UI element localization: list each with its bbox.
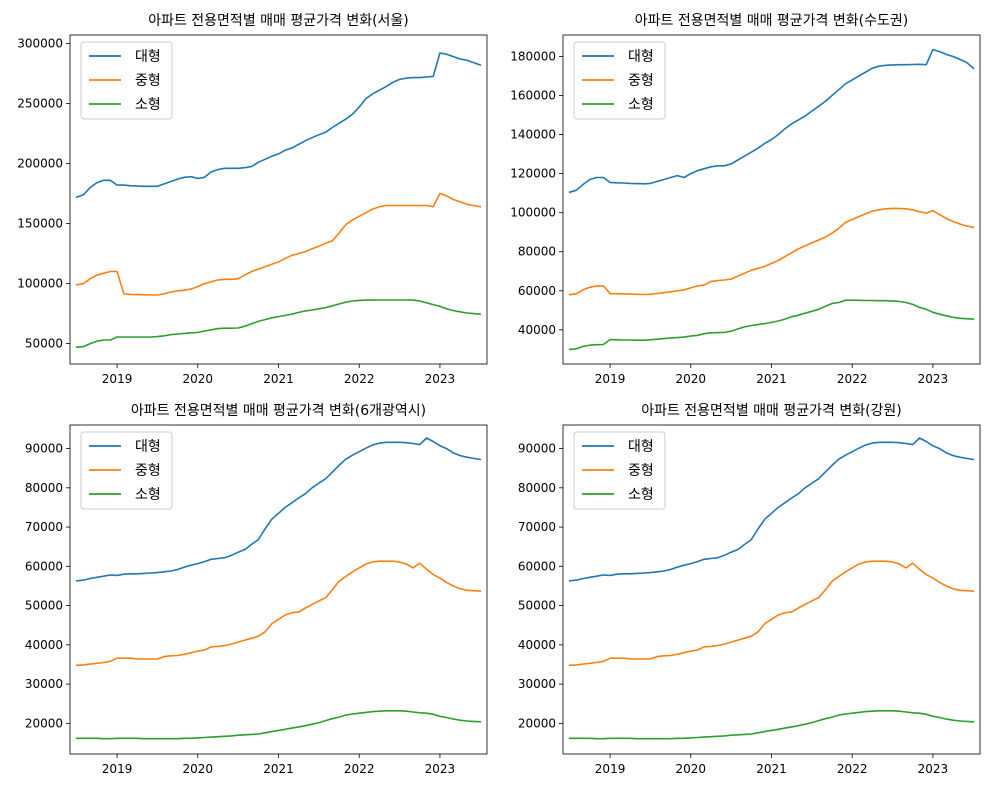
series-line-3 — [75, 299, 482, 349]
series-line-2 — [568, 560, 975, 667]
legend-label-1: 대형 — [135, 49, 161, 65]
x-tick-label: 2023 — [425, 762, 456, 776]
chart-panel-3: 아파트 전용면적별 매매 평균가격 변화(6개광역시) 20000 30000 400… — [25, 403, 488, 776]
x-tick-label: 2023 — [425, 372, 456, 386]
y-tick-label: 30000 — [518, 677, 556, 691]
x-tick-label: 2023 — [918, 762, 949, 776]
legend-label-1: 대형 — [628, 439, 654, 455]
series-line-2 — [568, 207, 975, 296]
y-tick-label: 80000 — [25, 481, 63, 495]
y-tick-label: 50000 — [25, 337, 63, 351]
x-tick-label: 2022 — [837, 372, 868, 386]
y-tick-label: 60000 — [518, 284, 556, 298]
legend-label-2: 중형 — [135, 463, 161, 479]
chart-title: 아파트 전용면적별 매매 평균가격 변화(강원) — [641, 403, 902, 419]
y-tick-label: 300000 — [17, 36, 63, 50]
series-line-1 — [568, 437, 975, 582]
y-tick-label: 40000 — [518, 638, 556, 652]
legend-box — [573, 431, 666, 510]
legend-box — [80, 431, 173, 510]
x-tick-label: 2020 — [676, 762, 707, 776]
plot-area-frame — [562, 34, 981, 365]
series-line-2 — [75, 560, 482, 667]
series-line-2 — [75, 192, 482, 296]
series-line-3 — [75, 709, 482, 740]
legend-label-2: 중형 — [628, 463, 654, 479]
x-tick-label: 2022 — [344, 762, 375, 776]
legend-label-3: 소형 — [628, 97, 654, 113]
y-tick-label: 50000 — [518, 599, 556, 613]
legend-label-3: 소형 — [628, 487, 654, 503]
plot-area-frame — [562, 424, 981, 755]
x-tick-label: 2022 — [837, 762, 868, 776]
series-line-3 — [568, 299, 975, 351]
y-tick-label: 250000 — [17, 96, 63, 110]
series-line-1 — [75, 437, 482, 582]
y-tick-label: 90000 — [25, 442, 63, 456]
legend-label-3: 소형 — [135, 97, 161, 113]
chart-panel-2: 아파트 전용면적별 매매 평균가격 변화(수도권) 40000 60000 80000… — [510, 13, 981, 386]
x-tick-label: 2023 — [918, 372, 949, 386]
plot-area-frame — [69, 34, 488, 365]
x-tick-label: 2019 — [595, 372, 626, 386]
x-tick-label: 2020 — [676, 372, 707, 386]
chart-panel-1: 아파트 전용면적별 매매 평균가격 변화(서울) 50000 100000 15000… — [17, 13, 488, 386]
chart-title: 아파트 전용면적별 매매 평균가격 변화(서울) — [148, 13, 409, 29]
y-tick-label: 70000 — [518, 520, 556, 534]
plot-area-frame — [69, 424, 488, 755]
chart-title: 아파트 전용면적별 매매 평균가격 변화(6개광역시) — [131, 403, 426, 419]
series-line-3 — [568, 709, 975, 740]
y-tick-label: 20000 — [25, 716, 63, 730]
x-tick-label: 2021 — [263, 372, 294, 386]
x-tick-label: 2021 — [263, 762, 294, 776]
x-tick-label: 2019 — [102, 762, 133, 776]
y-tick-label: 80000 — [518, 245, 556, 259]
y-tick-label: 90000 — [518, 442, 556, 456]
legend-label-1: 대형 — [628, 49, 654, 65]
y-tick-label: 70000 — [25, 520, 63, 534]
y-tick-label: 100000 — [510, 206, 556, 220]
legend-label-2: 중형 — [628, 73, 654, 89]
x-tick-label: 2019 — [595, 762, 626, 776]
y-tick-label: 150000 — [17, 217, 63, 231]
legend-box — [573, 41, 666, 120]
x-tick-label: 2022 — [344, 372, 375, 386]
legend-label-1: 대형 — [135, 439, 161, 455]
y-tick-label: 100000 — [17, 277, 63, 291]
y-tick-label: 30000 — [25, 677, 63, 691]
x-tick-label: 2020 — [183, 762, 214, 776]
series-line-1 — [75, 52, 482, 199]
x-tick-label: 2021 — [756, 372, 787, 386]
y-tick-label: 50000 — [25, 599, 63, 613]
series-line-1 — [568, 48, 975, 194]
y-tick-label: 60000 — [25, 559, 63, 573]
y-tick-label: 20000 — [518, 716, 556, 730]
y-tick-label: 140000 — [510, 128, 556, 142]
y-tick-label: 160000 — [510, 89, 556, 103]
y-tick-label: 120000 — [510, 167, 556, 181]
chart-title: 아파트 전용면적별 매매 평균가격 변화(수도권) — [635, 13, 908, 29]
y-tick-label: 40000 — [25, 638, 63, 652]
legend-label-3: 소형 — [135, 487, 161, 503]
legend-label-2: 중형 — [135, 73, 161, 89]
legend-box — [80, 41, 173, 120]
y-tick-label: 180000 — [510, 49, 556, 63]
chart-panel-4: 아파트 전용면적별 매매 평균가격 변화(강원) 20000 30000 40000 5… — [518, 403, 981, 776]
y-tick-label: 40000 — [518, 323, 556, 337]
x-tick-label: 2020 — [183, 372, 214, 386]
x-tick-label: 2019 — [102, 372, 133, 386]
y-tick-label: 200000 — [17, 156, 63, 170]
y-tick-label: 80000 — [518, 481, 556, 495]
x-tick-label: 2021 — [756, 762, 787, 776]
y-tick-label: 60000 — [518, 559, 556, 573]
